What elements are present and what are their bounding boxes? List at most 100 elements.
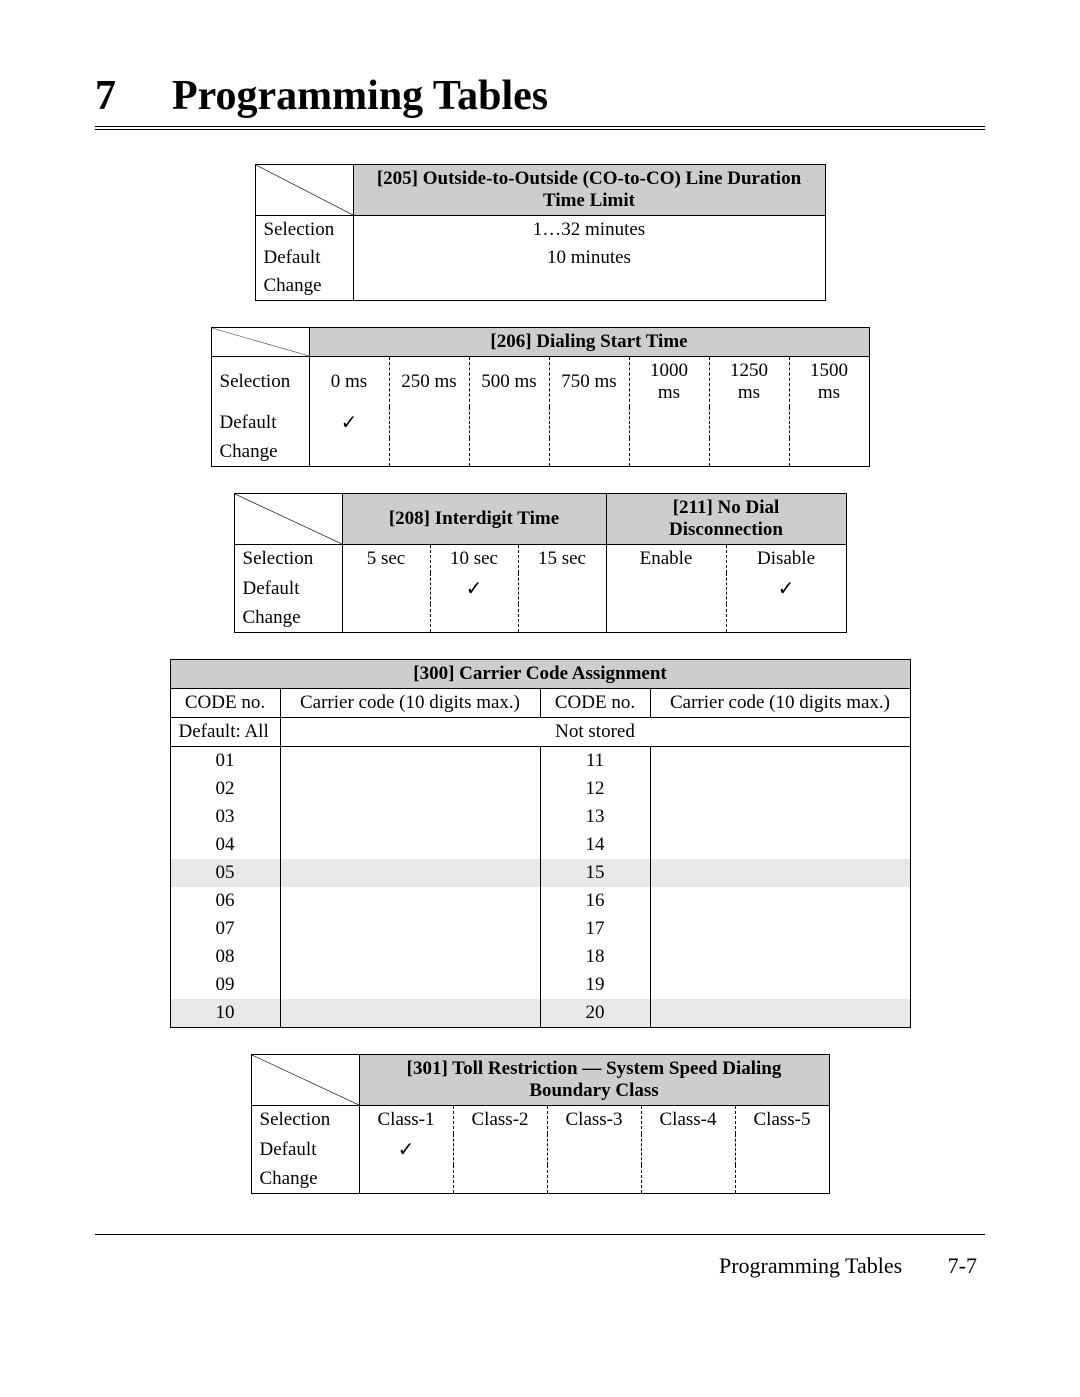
col-header: CODE no. <box>540 689 650 718</box>
table-208-211: [208] Interdigit Time[211] No Dial Disco… <box>234 493 847 633</box>
chapter-number: 7 <box>95 72 116 120</box>
cell <box>280 887 540 915</box>
cell <box>641 1165 735 1194</box>
cell: 15 sec <box>518 545 606 574</box>
table-301: [301] Toll Restriction — System Speed Di… <box>251 1054 830 1194</box>
cell <box>353 272 825 301</box>
cell <box>359 1165 453 1194</box>
cell <box>453 1134 547 1165</box>
cell: 750 ms <box>549 357 629 408</box>
cell: 01 <box>170 747 280 776</box>
row-label: Change <box>211 438 309 467</box>
cell: 1500 ms <box>789 357 869 408</box>
footer-page-number: 7-7 <box>948 1253 977 1278</box>
check-icon: ✓ <box>778 578 795 600</box>
cell <box>280 747 540 776</box>
cell: 07 <box>170 915 280 943</box>
cell <box>342 573 430 604</box>
cell <box>547 1165 641 1194</box>
row-label: Selection <box>234 545 342 574</box>
cell: 17 <box>540 915 650 943</box>
row-label: Change <box>234 604 342 633</box>
row-label: Default <box>255 244 353 272</box>
cell <box>518 573 606 604</box>
page: 7 Programming Tables [205] Outside-to-Ou… <box>0 0 1080 1397</box>
cell: 1000 ms <box>629 357 709 408</box>
cell <box>280 831 540 859</box>
cell: 06 <box>170 887 280 915</box>
cell <box>650 999 910 1028</box>
row-label: Change <box>255 272 353 301</box>
col-header: Carrier code (10 digits max.) <box>280 689 540 718</box>
cell <box>309 438 389 467</box>
row-label: Selection <box>211 357 309 408</box>
cell <box>549 438 629 467</box>
table-header: [301] Toll Restriction — System Speed Di… <box>359 1055 829 1106</box>
chapter-header: 7 Programming Tables <box>95 72 985 130</box>
cell <box>549 407 629 438</box>
cell <box>430 604 518 633</box>
cell: ✓ <box>359 1134 453 1165</box>
row-label: Selection <box>251 1106 359 1135</box>
cell: Class-5 <box>735 1106 829 1135</box>
cell: Not stored <box>280 718 910 747</box>
cell: 11 <box>540 747 650 776</box>
cell <box>629 407 709 438</box>
cell: Disable <box>726 545 846 574</box>
diag-cell <box>251 1055 359 1106</box>
cell: 16 <box>540 887 650 915</box>
cell <box>518 604 606 633</box>
table-205-header: [205] Outside-to-Outside (CO-to-CO) Line… <box>353 165 825 216</box>
cell: 04 <box>170 831 280 859</box>
check-icon: ✓ <box>466 578 483 600</box>
cell <box>389 407 469 438</box>
cell <box>709 438 789 467</box>
check-icon: ✓ <box>398 1139 415 1161</box>
cell: Class-3 <box>547 1106 641 1135</box>
cell <box>709 407 789 438</box>
footer-title: Programming Tables <box>719 1253 902 1278</box>
cell <box>453 1165 547 1194</box>
cell: Class-4 <box>641 1106 735 1135</box>
cell <box>650 915 910 943</box>
row-label: Default <box>234 573 342 604</box>
check-icon: ✓ <box>341 412 358 434</box>
cell <box>650 775 910 803</box>
row-label: Selection <box>255 216 353 245</box>
cell: Class-2 <box>453 1106 547 1135</box>
cell <box>726 604 846 633</box>
col-header: Carrier code (10 digits max.) <box>650 689 910 718</box>
cell <box>650 859 910 887</box>
cell: 10 sec <box>430 545 518 574</box>
row-label: Default <box>211 407 309 438</box>
cell <box>641 1134 735 1165</box>
cell <box>789 438 869 467</box>
cell: ✓ <box>309 407 389 438</box>
row-label: Change <box>251 1165 359 1194</box>
cell <box>650 971 910 999</box>
cell: 10 <box>170 999 280 1028</box>
cell <box>650 803 910 831</box>
cell <box>280 999 540 1028</box>
cell: 09 <box>170 971 280 999</box>
cell: ✓ <box>726 573 846 604</box>
cell <box>280 915 540 943</box>
table-header: [211] No Dial Disconnection <box>606 494 846 545</box>
diag-cell <box>234 494 342 545</box>
cell <box>606 573 726 604</box>
cell: 0 ms <box>309 357 389 408</box>
cell <box>280 859 540 887</box>
cell: 14 <box>540 831 650 859</box>
cell <box>735 1134 829 1165</box>
cell <box>389 438 469 467</box>
cell <box>789 407 869 438</box>
cell <box>280 943 540 971</box>
cell: 15 <box>540 859 650 887</box>
cell: 19 <box>540 971 650 999</box>
cell: 250 ms <box>389 357 469 408</box>
cell <box>280 803 540 831</box>
table-205: [205] Outside-to-Outside (CO-to-CO) Line… <box>255 164 826 301</box>
cell: 10 minutes <box>353 244 825 272</box>
col-header: CODE no. <box>170 689 280 718</box>
diag-cell <box>211 328 309 357</box>
